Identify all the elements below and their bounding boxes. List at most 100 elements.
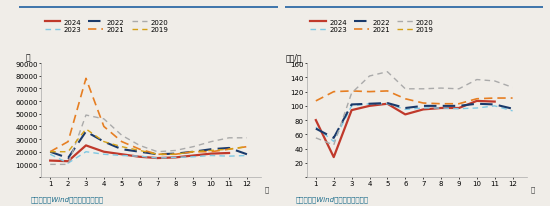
2023 [331, 140, 337, 143]
2023 [47, 153, 53, 156]
Line: 2021: 2021 [50, 79, 247, 154]
2021 [172, 153, 179, 156]
2023 [226, 155, 232, 158]
2022 [438, 105, 444, 108]
2022 [136, 151, 143, 153]
2022 [331, 137, 337, 139]
2020 [82, 114, 89, 117]
2020 [208, 141, 214, 143]
2019 [190, 151, 196, 153]
2022 [65, 157, 72, 159]
2020 [65, 163, 72, 166]
2024 [366, 105, 373, 108]
2022 [455, 105, 462, 108]
Text: 资料来源：Wind，国盛证券研究所: 资料来源：Wind，国盛证券研究所 [30, 195, 103, 202]
2024 [402, 114, 409, 116]
2020 [226, 137, 232, 139]
2023 [172, 156, 179, 159]
2019 [172, 153, 179, 156]
2023 [154, 157, 161, 159]
2021 [455, 103, 462, 105]
2020 [101, 118, 107, 121]
2024 [47, 160, 53, 162]
2024 [491, 101, 498, 103]
2019 [226, 148, 232, 151]
2023 [384, 103, 390, 105]
Line: 2022: 2022 [316, 103, 513, 138]
Line: 2023: 2023 [316, 104, 513, 142]
2024 [154, 157, 161, 159]
Legend: 2024, 2023, 2022, 2021, 2020, 2019: 2024, 2023, 2022, 2021, 2020, 2019 [310, 20, 434, 33]
2024 [384, 103, 390, 105]
Line: 2023: 2023 [50, 152, 247, 163]
2020 [154, 151, 161, 153]
2023 [348, 105, 355, 108]
2022 [244, 153, 250, 156]
2021 [118, 141, 125, 143]
2021 [47, 151, 53, 153]
2023 [136, 155, 143, 158]
2024 [208, 153, 214, 155]
2022 [509, 108, 516, 110]
2023 [366, 103, 373, 105]
2019 [154, 153, 161, 156]
2021 [208, 151, 214, 153]
2024 [474, 100, 480, 103]
Line: 2020: 2020 [50, 116, 247, 165]
2020 [172, 150, 179, 152]
2023 [118, 154, 125, 157]
2024 [190, 154, 196, 157]
2021 [474, 98, 480, 101]
2019 [208, 150, 214, 152]
2021 [190, 151, 196, 153]
2021 [420, 102, 426, 105]
2019 [47, 151, 53, 153]
2023 [438, 107, 444, 110]
2023 [455, 108, 462, 110]
2020 [47, 163, 53, 166]
2020 [244, 137, 250, 139]
2024 [118, 153, 125, 156]
2023 [474, 107, 480, 110]
2024 [420, 109, 426, 111]
2022 [474, 103, 480, 105]
2020 [136, 144, 143, 147]
2020 [402, 88, 409, 91]
2020 [474, 79, 480, 81]
2022 [101, 141, 107, 143]
2020 [491, 80, 498, 83]
2024 [136, 156, 143, 158]
2023 [420, 107, 426, 110]
2019 [101, 141, 107, 143]
2020 [190, 146, 196, 148]
2020 [348, 92, 355, 95]
2022 [402, 107, 409, 110]
2021 [82, 78, 89, 80]
2024 [82, 144, 89, 147]
2022 [420, 105, 426, 108]
2024 [312, 119, 319, 122]
2023 [208, 154, 214, 157]
2019 [65, 151, 72, 153]
2024 [101, 151, 107, 153]
Line: 2021: 2021 [316, 91, 513, 104]
2020 [312, 137, 319, 139]
2023 [65, 162, 72, 165]
2022 [154, 153, 161, 156]
2022 [348, 104, 355, 106]
Y-axis label: 小时/月: 小时/月 [285, 53, 302, 62]
2020 [420, 88, 426, 91]
2021 [366, 91, 373, 94]
2021 [509, 97, 516, 100]
Line: 2024: 2024 [316, 101, 494, 157]
2021 [384, 90, 390, 93]
2023 [402, 109, 409, 111]
2020 [118, 134, 125, 137]
2020 [384, 71, 390, 74]
2024 [438, 107, 444, 110]
2021 [331, 91, 337, 94]
2019 [82, 128, 89, 131]
2023 [101, 153, 107, 156]
Line: 2020: 2020 [316, 72, 513, 145]
2023 [491, 105, 498, 108]
